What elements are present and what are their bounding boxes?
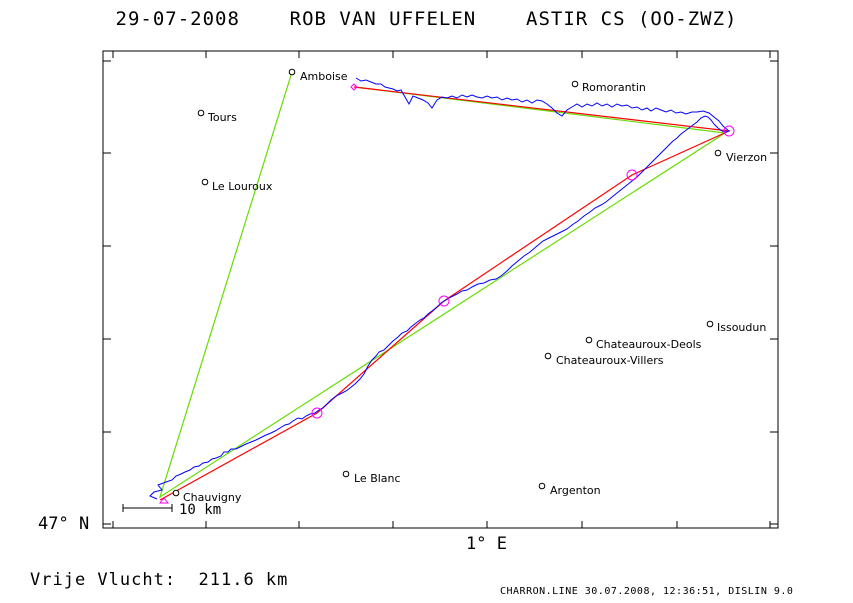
declared-route-line [158,71,727,499]
place-markers: Amboise Romorantin Tours Le Louroux Vier… [172,68,767,504]
flight-date: 29-07-2008 [115,8,240,30]
place-argenton: Argenton [538,482,601,497]
place-label: Chateauroux-Villers [556,354,664,367]
map-frame [102,50,779,529]
glider-name: ASTIR CS (OO-ZWZ) [526,8,738,30]
place-chateauroux-villers: Chateauroux-Villers [544,352,664,367]
place-le-louroux: Le Louroux [201,178,273,193]
place-chauvigny: Chauvigny [172,489,242,504]
turnpoint-marker [311,407,323,419]
place-tours: Tours [197,109,237,124]
place-issoudun: Issoudun [706,320,766,334]
place-le-blanc: Le Blanc [342,470,401,485]
free-flight-distance: Vrije Vlucht: 211.6 km [30,570,289,590]
start-marker [158,497,170,504]
axis-ticks [103,51,778,528]
scale-bar [122,504,173,512]
place-label: Amboise [300,70,348,83]
flight-title: 29-07-2008 ROB VAN UFFELEN ASTIR CS (OO-… [0,8,853,30]
finish-marker [350,83,358,91]
place-label: Vierzon [726,151,767,164]
flight-track [149,77,731,500]
place-chateauroux-deols: Chateauroux-Deols [585,336,702,351]
place-vierzon: Vierzon [714,149,767,164]
place-amboise: Amboise [288,68,348,83]
place-label: Chauvigny [183,491,242,504]
turnpoint-marker [626,169,638,181]
place-label: Issoudun [717,321,766,334]
place-label: Romorantin [582,81,646,94]
place-label: Le Louroux [212,180,273,193]
place-label: Chateauroux-Deols [596,338,702,351]
scale-label: 10 km [179,502,221,518]
latitude-label: 47° N [38,514,90,534]
place-label: Argenton [550,484,601,497]
turnpoint-marker [438,295,450,307]
place-label: Tours [207,111,237,124]
generator-credit: CHARRON.LINE 30.07.2008, 12:36:51, DISLI… [500,586,794,597]
turnpoint-marker [723,125,735,137]
place-romorantin: Romorantin [571,80,646,94]
turnpoints [158,83,735,504]
optimized-route-line [159,86,732,501]
pilot-name: ROB VAN UFFELEN [289,8,477,30]
place-label: Le Blanc [354,472,401,485]
longitude-label: 1° E [466,534,507,554]
